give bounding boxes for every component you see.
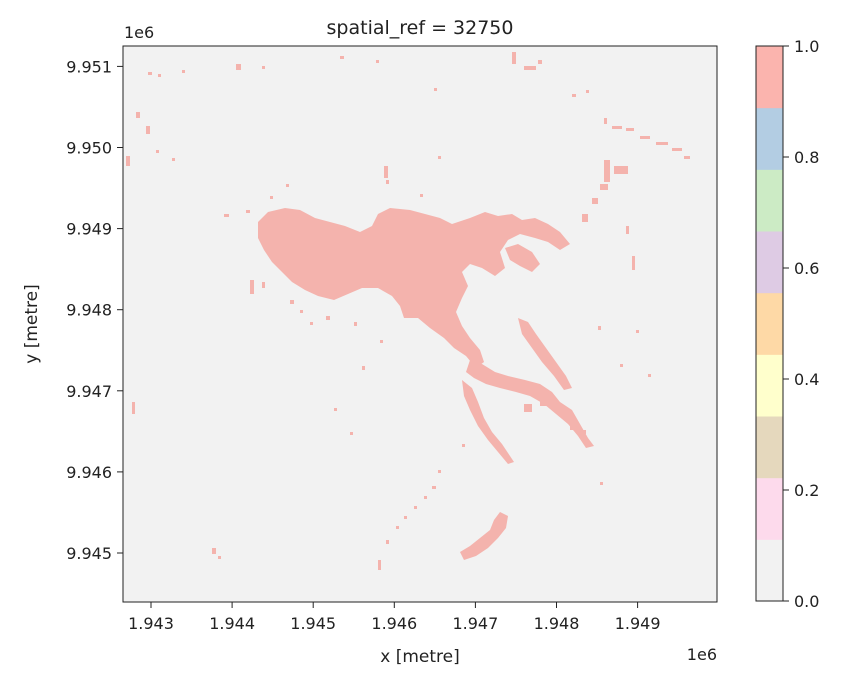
colorbar-segment [756, 169, 783, 232]
colorbar-segment [756, 416, 783, 479]
raster-specks [126, 52, 690, 570]
colorbar-segment [756, 231, 783, 294]
raster-feature-south-patch [460, 512, 508, 560]
colorbar-segment [756, 354, 783, 417]
x-tick-label: 1.943 [128, 614, 174, 633]
y-tick-label: 9.946 [66, 463, 112, 482]
colorbar-segment [756, 107, 783, 170]
raster-feature-east-arm [505, 244, 540, 272]
colorbar-tick-label: 0.0 [794, 592, 819, 611]
x-axis-label: x [metre] [380, 647, 460, 667]
colorbar-frame [755, 45, 784, 602]
colorbar-segment [756, 539, 783, 602]
colorbar: 0.0 0.2 0.4 0.6 0.8 1.0 [755, 37, 819, 611]
x-tick-label: 1.945 [290, 614, 336, 633]
chart-title: spatial_ref = 32750 [327, 17, 514, 39]
x-axis: 1.943 1.944 1.945 1.946 1.947 1.948 1.949 [128, 602, 661, 633]
colorbar-tick-label: 0.4 [794, 370, 819, 389]
y-tick-label: 9.951 [66, 57, 112, 76]
x-offset-label: 1e6 [687, 645, 717, 664]
colorbar-tick-label: 0.6 [794, 259, 819, 278]
y-tick-label: 9.945 [66, 544, 112, 563]
y-axis-label: y [metre] [22, 284, 42, 364]
raster-features [126, 52, 690, 570]
raster-feature-side-channel [518, 318, 572, 390]
y-tick-label: 9.947 [66, 382, 112, 401]
x-tick-label: 1.946 [371, 614, 417, 633]
colorbar-segment [756, 292, 783, 355]
colorbar-segment [756, 477, 783, 540]
x-tick-label: 1.948 [534, 614, 580, 633]
y-tick-label: 9.949 [66, 220, 112, 239]
y-tick-label: 9.948 [66, 301, 112, 320]
x-tick-label: 1.949 [615, 614, 661, 633]
raster-feature-main-body [258, 208, 570, 368]
colorbar-tick-label: 0.8 [794, 148, 819, 167]
colorbar-segment [756, 46, 783, 109]
plot-area [123, 46, 717, 602]
raster-feature-channel [466, 360, 594, 448]
colorbar-tick-label: 1.0 [794, 37, 819, 56]
raster-feature-west-channel [462, 380, 514, 464]
x-tick-label: 1.947 [452, 614, 498, 633]
y-tick-label: 9.950 [66, 139, 112, 158]
plot-frame [122, 45, 718, 603]
y-offset-label: 1e6 [124, 23, 154, 42]
colorbar-tick-label: 0.2 [794, 481, 819, 500]
y-axis: 9.945 9.946 9.947 9.948 9.949 9.950 9.951 [66, 57, 123, 563]
x-tick-label: 1.944 [209, 614, 255, 633]
